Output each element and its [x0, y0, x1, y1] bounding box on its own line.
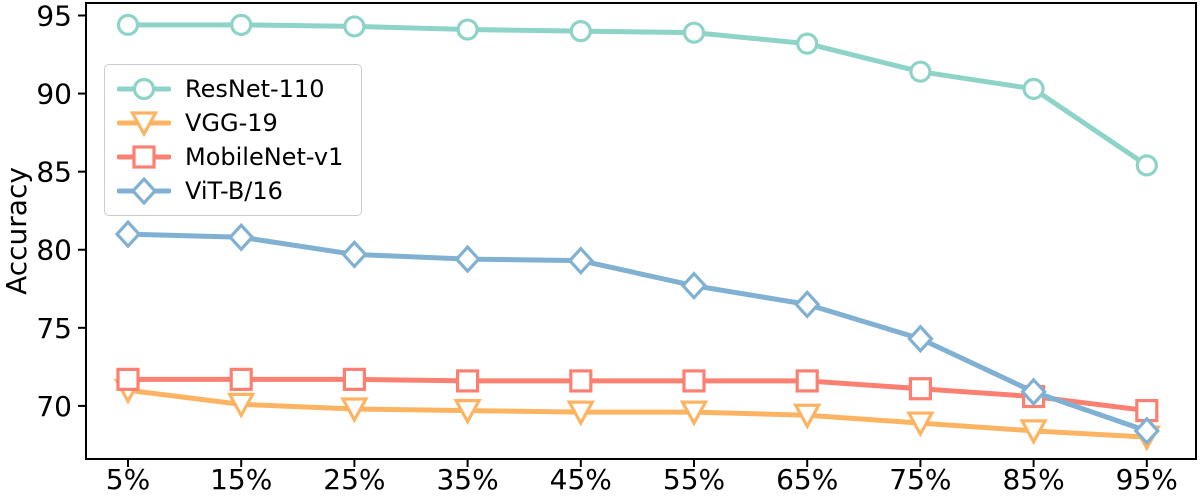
legend-item-resnet-110: ResNet-110	[117, 72, 343, 106]
series-marker-vgg-19-7	[906, 411, 935, 438]
series-marker-vit-b-16-6	[794, 290, 821, 319]
series-marker-mobilenet-v1-2	[342, 367, 366, 391]
series-marker-vgg-19-8	[1019, 419, 1048, 446]
x-tick-label-15: 15%	[210, 463, 272, 496]
vit-b-16-legend-sample-svg	[117, 177, 171, 205]
series-marker-vgg-19-1	[226, 392, 256, 419]
y-tick-label-70: 70	[36, 390, 72, 423]
series-line-mobilenet-v1	[125, 376, 1150, 414]
series-marker-vit-b-16-1	[228, 222, 255, 252]
series-marker-vgg-19-3	[453, 398, 482, 425]
series-marker-vgg-19-4	[566, 400, 596, 427]
x-tick-label-45: 45%	[550, 463, 612, 496]
y-axis-label: Accuracy	[0, 167, 33, 295]
series-marker-resnet-110-5	[682, 21, 706, 44]
y-tick-label-85: 85	[36, 156, 72, 189]
series-vit-b-16	[114, 219, 1160, 446]
series-marker-mobilenet-v1-7	[908, 377, 933, 401]
series-marker-vit-b-16-7	[907, 324, 934, 354]
mobilenet-v1-legend-sample-svg	[117, 145, 171, 169]
series-marker-resnet-110-4	[569, 20, 592, 43]
series-resnet-110	[116, 13, 1158, 177]
legend-label-resnet-110: ResNet-110	[185, 75, 325, 103]
x-tick-label-35: 35%	[436, 463, 498, 496]
legend-item-vgg-19: VGG-19	[117, 106, 343, 140]
series-marker-vit-b-16-4	[567, 246, 594, 276]
series-marker-mobilenet-v1-0	[116, 367, 140, 391]
series-marker-mobilenet-v1-3	[456, 369, 480, 393]
series-marker-resnet-110-9	[1135, 154, 1158, 177]
series-marker-resnet-110-0	[116, 13, 140, 36]
series-line-resnet-110	[125, 22, 1150, 168]
legend-label-mobilenet-v1: MobileNet-v1	[185, 143, 344, 171]
vgg-19-legend-marker	[117, 109, 171, 137]
x-tick-label-5: 5%	[106, 463, 150, 496]
vit-b-16-legend-marker	[117, 177, 171, 205]
series-mobilenet-v1	[116, 367, 1159, 423]
vgg-19-legend-sample-svg	[117, 111, 171, 137]
series-marker-mobilenet-v1-6	[795, 369, 819, 393]
resnet-110-legend-sample-svg	[117, 77, 171, 101]
series-marker-vit-b-16-8	[1020, 377, 1047, 407]
x-tick-label-85: 85%	[1002, 463, 1064, 496]
y-tick-label-80: 80	[36, 234, 72, 267]
mobilenet-v1-legend-marker-glyph	[132, 145, 156, 169]
series-marker-resnet-110-1	[230, 13, 253, 36]
series-marker-resnet-110-8	[1022, 77, 1045, 100]
series-vgg-19	[113, 378, 1162, 452]
series-marker-resnet-110-7	[909, 60, 932, 83]
resnet-110-legend-marker	[117, 75, 171, 103]
series-marker-vgg-19-2	[340, 397, 369, 424]
series-line-vit-b-16	[125, 231, 1150, 434]
legend: ResNet-110 VGG-19 MobileNet-v1 ViT-B/16	[104, 64, 363, 216]
x-tick-label-95: 95%	[1116, 463, 1178, 496]
x-tick-label-55: 55%	[663, 463, 725, 496]
series-marker-resnet-110-6	[796, 32, 819, 55]
legend-item-vit-b-16: ViT-B/16	[117, 174, 343, 208]
series-marker-resnet-110-2	[343, 15, 366, 38]
series-marker-mobilenet-v1-5	[682, 369, 706, 393]
mobilenet-v1-legend-marker	[117, 143, 171, 171]
series-line-vgg-19	[125, 387, 1150, 440]
plot-border	[85, 2, 1197, 460]
y-tick-label-75: 75	[36, 312, 72, 345]
series-marker-vit-b-16-2	[341, 240, 368, 269]
legend-label-vgg-19: VGG-19	[185, 109, 278, 137]
vit-b-16-legend-marker-glyph	[130, 177, 158, 205]
series-marker-vit-b-16-5	[680, 271, 708, 301]
resnet-110-legend-marker-glyph	[132, 77, 156, 101]
x-tick-label-25: 25%	[323, 463, 385, 496]
series-marker-mobilenet-v1-1	[229, 367, 253, 391]
series-marker-vit-b-16-0	[114, 219, 142, 249]
series-marker-resnet-110-3	[456, 18, 479, 41]
x-tick-label-65: 65%	[776, 463, 838, 496]
y-tick-label-90: 90	[36, 78, 72, 111]
series-marker-vit-b-16-3	[454, 244, 481, 274]
series-marker-vgg-19-6	[792, 403, 822, 430]
y-tick-label-95: 95	[36, 0, 72, 32]
vgg-19-legend-marker-glyph	[129, 111, 159, 137]
series-marker-mobilenet-v1-4	[569, 369, 593, 393]
legend-label-vit-b-16: ViT-B/16	[185, 177, 283, 205]
series-marker-vit-b-16-9	[1133, 416, 1160, 446]
legend-item-mobilenet-v1: MobileNet-v1	[117, 140, 343, 174]
x-tick-label-75: 75%	[889, 463, 951, 496]
series-marker-vgg-19-5	[679, 400, 709, 427]
